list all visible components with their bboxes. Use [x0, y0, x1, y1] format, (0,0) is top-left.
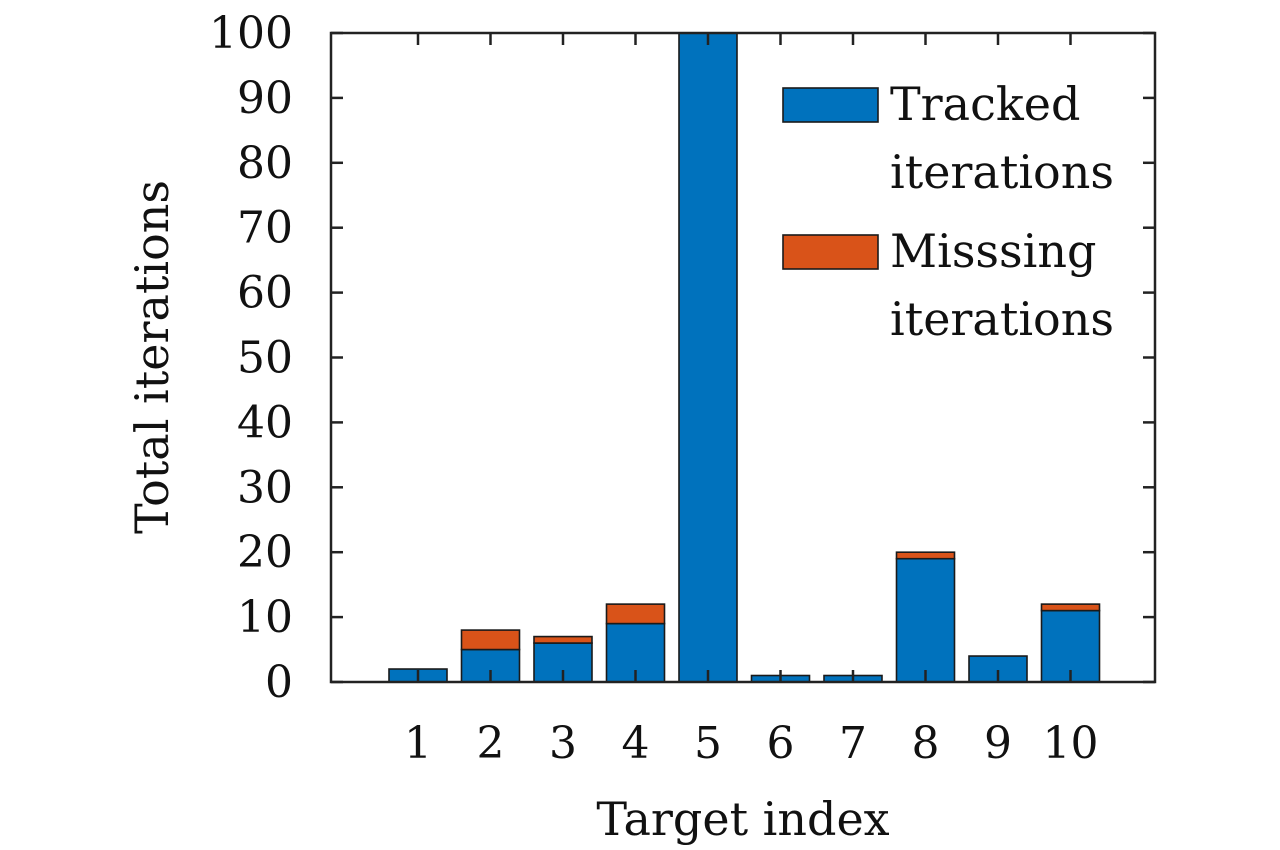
legend-swatch-missing — [782, 234, 879, 270]
x-tick-label: 3 — [549, 718, 577, 769]
x-tick-label: 1 — [404, 718, 432, 769]
bar-missing-2 — [460, 629, 521, 651]
bar-missing-8 — [895, 551, 956, 560]
y-tick-label: 70 — [237, 203, 293, 254]
x-tick-label: 2 — [477, 718, 505, 769]
y-tick-label: 10 — [237, 592, 293, 643]
y-tick-label: 0 — [265, 657, 293, 708]
bar-missing-4 — [605, 603, 666, 625]
y-tick-label: 50 — [237, 333, 293, 384]
x-tick-label: 8 — [912, 718, 940, 769]
legend-swatch-tracked — [782, 87, 879, 123]
y-tick-label: 30 — [237, 462, 293, 513]
x-tick-label: 10 — [1043, 718, 1099, 769]
legend-label-missing: Misssing — [890, 224, 1096, 278]
y-tick-label: 60 — [237, 268, 293, 319]
x-tick-label: 5 — [694, 718, 722, 769]
y-tick-label: 100 — [209, 8, 293, 59]
legend: Tracked iterations Misssing iterations — [782, 77, 1114, 346]
bars-layer — [388, 32, 1101, 683]
y-tick-label: 40 — [237, 397, 293, 448]
x-tick-label: 9 — [984, 718, 1012, 769]
x-axis-label: Target index — [596, 792, 889, 846]
bar-missing-3 — [533, 635, 593, 644]
legend-label-missing: iterations — [890, 292, 1114, 346]
legend-label-tracked: Tracked — [890, 77, 1080, 131]
y-tick-label: 20 — [237, 527, 293, 578]
x-tick-label: 6 — [767, 718, 795, 769]
y-axis-label: Total iterations — [125, 180, 179, 534]
x-tick-label: 7 — [839, 718, 867, 769]
bar-tracked-5 — [678, 32, 738, 683]
y-tick-label: 80 — [237, 138, 293, 189]
bar-missing-10 — [1040, 603, 1101, 612]
x-axis-ticks: 1 2 3 4 5 6 7 8 9 10 — [404, 33, 1099, 769]
bar-tracked-8 — [895, 557, 956, 683]
y-tick-label: 90 — [237, 73, 293, 124]
x-tick-label: 4 — [622, 718, 650, 769]
y-axis-ticks: 0 10 20 30 40 50 60 70 80 90 100 — [209, 8, 1155, 708]
legend-label-tracked: iterations — [890, 145, 1114, 199]
